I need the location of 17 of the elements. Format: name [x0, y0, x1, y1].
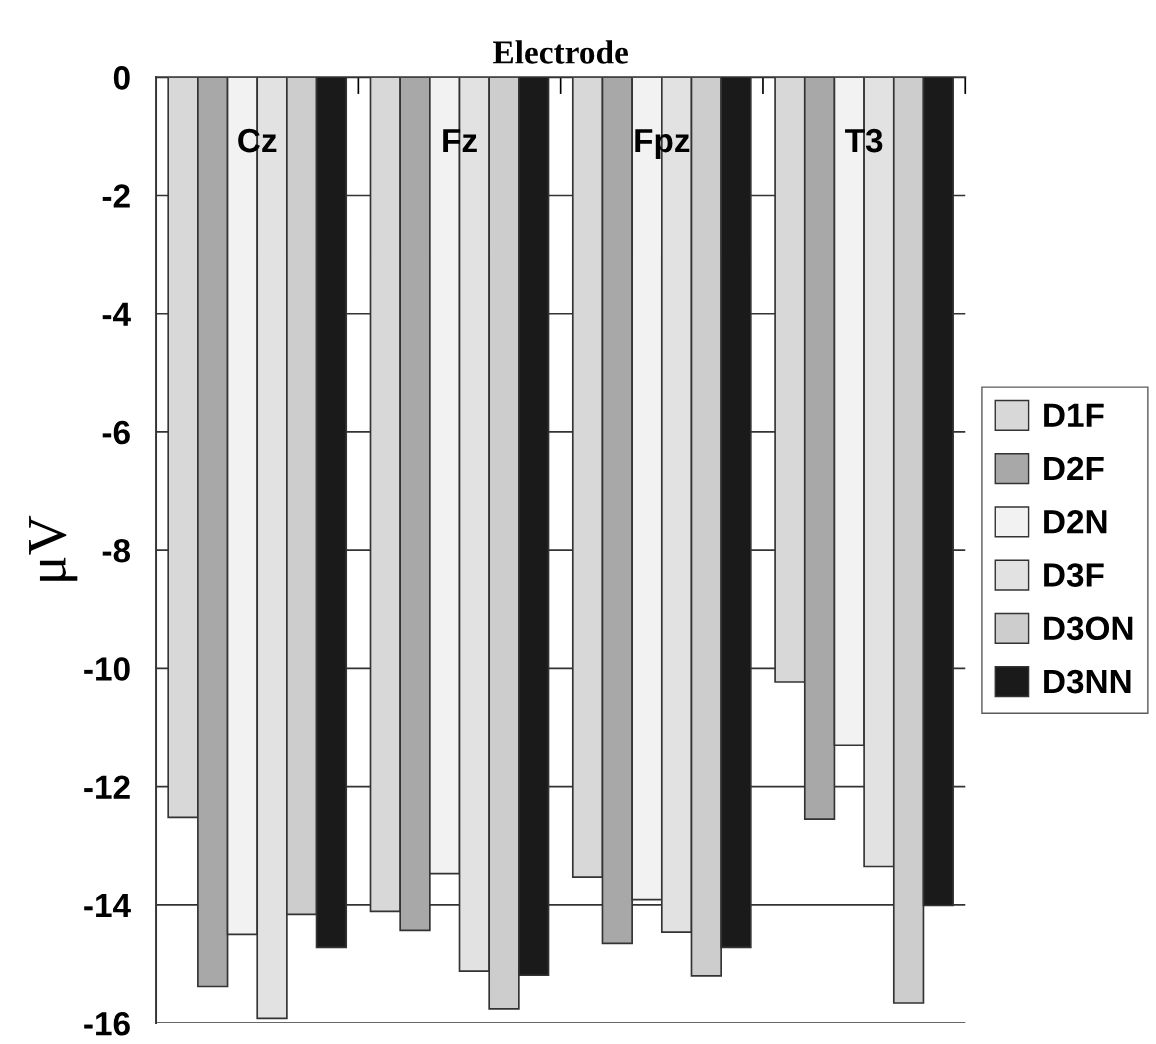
y-axis-title: μV — [29, 515, 78, 581]
y-tick-label: -12 — [84, 775, 130, 799]
legend-label: D2F — [1044, 456, 1104, 481]
y-tick-label: -14 — [84, 894, 131, 917]
y-tick-label: 0 — [113, 66, 130, 90]
y-tick-label: -16 — [84, 1011, 130, 1036]
legend-label: D3F — [1044, 563, 1104, 587]
y-tick-label: -6 — [102, 420, 130, 445]
chart-title: Electrode — [493, 40, 628, 64]
legend-label: D3NN — [1044, 669, 1131, 694]
legend-label: D1F — [1044, 403, 1104, 427]
y-tick-label: -4 — [102, 302, 131, 326]
legend-label: D2N — [1044, 510, 1107, 534]
y-tick-label: -2 — [102, 184, 130, 208]
legend-label: D3ON — [1044, 616, 1133, 641]
y-tick-label: -8 — [102, 538, 131, 563]
y-tick-label: -10 — [84, 657, 130, 681]
